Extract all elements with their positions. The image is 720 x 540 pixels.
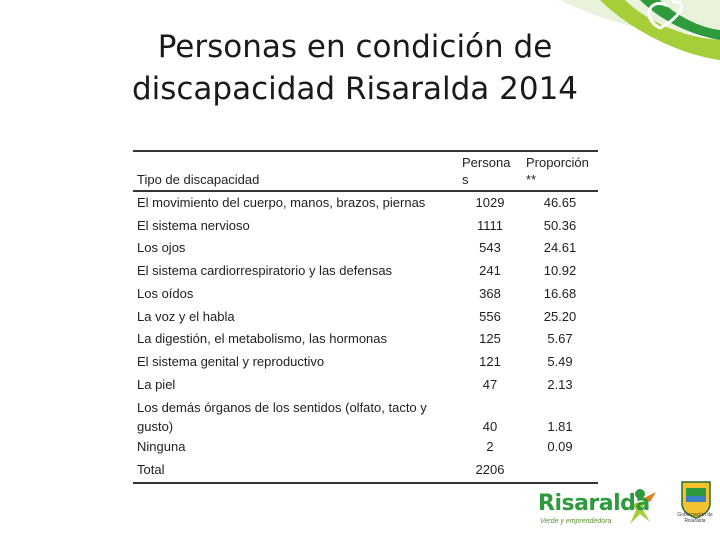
cell-proportion: 24.61 xyxy=(543,240,577,256)
cell-persons: 1111 xyxy=(476,217,504,233)
cell-type: Los ojos xyxy=(137,240,186,256)
government-seal-icon xyxy=(681,481,711,519)
slide-title-line-2: discapacidad Risaralda 2014 xyxy=(131,71,579,107)
cell-type: Ninguna xyxy=(137,439,186,455)
cell-persons: 47 xyxy=(482,376,498,392)
logo-figure-icon xyxy=(630,489,656,524)
cell-proportion: 46.65 xyxy=(543,195,577,210)
cell-type: El sistema nervioso xyxy=(137,217,250,233)
cell-persons: 543 xyxy=(479,240,501,256)
cell-persons: 2 xyxy=(486,439,494,455)
cell-proportion: 5.49 xyxy=(547,353,573,369)
risaralda-logo: Risaralda Verde y emprendedora xyxy=(532,478,720,540)
cell-persons: 2206 xyxy=(475,462,505,478)
table-row: El movimiento del cuerpo, manos, brazos,… xyxy=(133,191,598,215)
cell-type: Total xyxy=(137,462,165,478)
table-row: El sistema genital y reproductivo 121 5.49 xyxy=(133,351,598,374)
slide-title-line-1: Personas en condición de xyxy=(157,29,553,65)
table-row-total: Total 2206 xyxy=(133,459,598,483)
table-row: El sistema nervioso 1111 50.36 xyxy=(133,215,598,238)
cell-persons: 1029 xyxy=(475,195,505,210)
cell-type: Los demás órganos de los sentidos (olfat… xyxy=(137,400,427,435)
table-row: Los ojos 543 24.61 xyxy=(133,237,598,260)
cell-type: La digestión, el metabolismo, las hormon… xyxy=(137,331,388,347)
table-row: Los oídos 368 16.68 xyxy=(133,283,598,306)
table-row: La voz y el habla 556 25.20 xyxy=(133,306,598,329)
cell-proportion: 5.67 xyxy=(547,331,573,347)
cell-proportion: 2.13 xyxy=(547,376,573,392)
cell-persons: 125 xyxy=(479,331,501,347)
table-row: La digestión, el metabolismo, las hormon… xyxy=(133,328,598,351)
cell-type: El sistema cardiorrespiratorio y las def… xyxy=(137,263,393,279)
table-row: Ninguna 2 0.09 xyxy=(133,436,598,459)
cell-persons: 556 xyxy=(479,308,501,324)
header-persons: Persona s xyxy=(462,155,511,187)
cell-type: El movimiento del cuerpo, manos, brazos,… xyxy=(137,195,426,210)
slide-title: Personas en condición de discapacidad Ri… xyxy=(0,26,710,110)
cell-type: El sistema genital y reproductivo xyxy=(137,353,325,369)
table-row: Los demás órganos de los sentidos (olfat… xyxy=(133,396,598,436)
header-type: Tipo de discapacidad xyxy=(137,172,260,187)
cell-persons: 121 xyxy=(479,353,501,369)
cell-persons: 241 xyxy=(479,263,501,279)
cell-proportion: 0.09 xyxy=(547,439,573,455)
seal-caption: Gobernación de Risaralda xyxy=(677,512,713,524)
disability-table: Tipo de discapacidad Persona s Proporció… xyxy=(133,150,598,484)
header-proportion: Proporción ** xyxy=(526,155,589,187)
table-row: La piel 47 2.13 xyxy=(133,374,598,397)
cell-proportion: 10.92 xyxy=(543,263,577,279)
cell-proportion: 1.81 xyxy=(547,419,573,435)
logo-wordmark: Risaralda xyxy=(538,491,650,516)
cell-persons: 368 xyxy=(479,285,501,301)
cell-type: La piel xyxy=(137,376,176,392)
cell-proportion: 25.20 xyxy=(543,308,577,324)
table-row: El sistema cardiorrespiratorio y las def… xyxy=(133,260,598,283)
cell-proportion: 16.68 xyxy=(543,285,577,301)
cell-type: La voz y el habla xyxy=(137,308,235,324)
cell-proportion: 50.36 xyxy=(543,217,577,233)
logo-tagline: Verde y emprendedora xyxy=(540,518,612,525)
cell-type: Los oídos xyxy=(137,285,194,301)
cell-persons: 40 xyxy=(482,419,498,435)
table-header-row: Tipo de discapacidad Persona s Proporció… xyxy=(133,151,598,191)
